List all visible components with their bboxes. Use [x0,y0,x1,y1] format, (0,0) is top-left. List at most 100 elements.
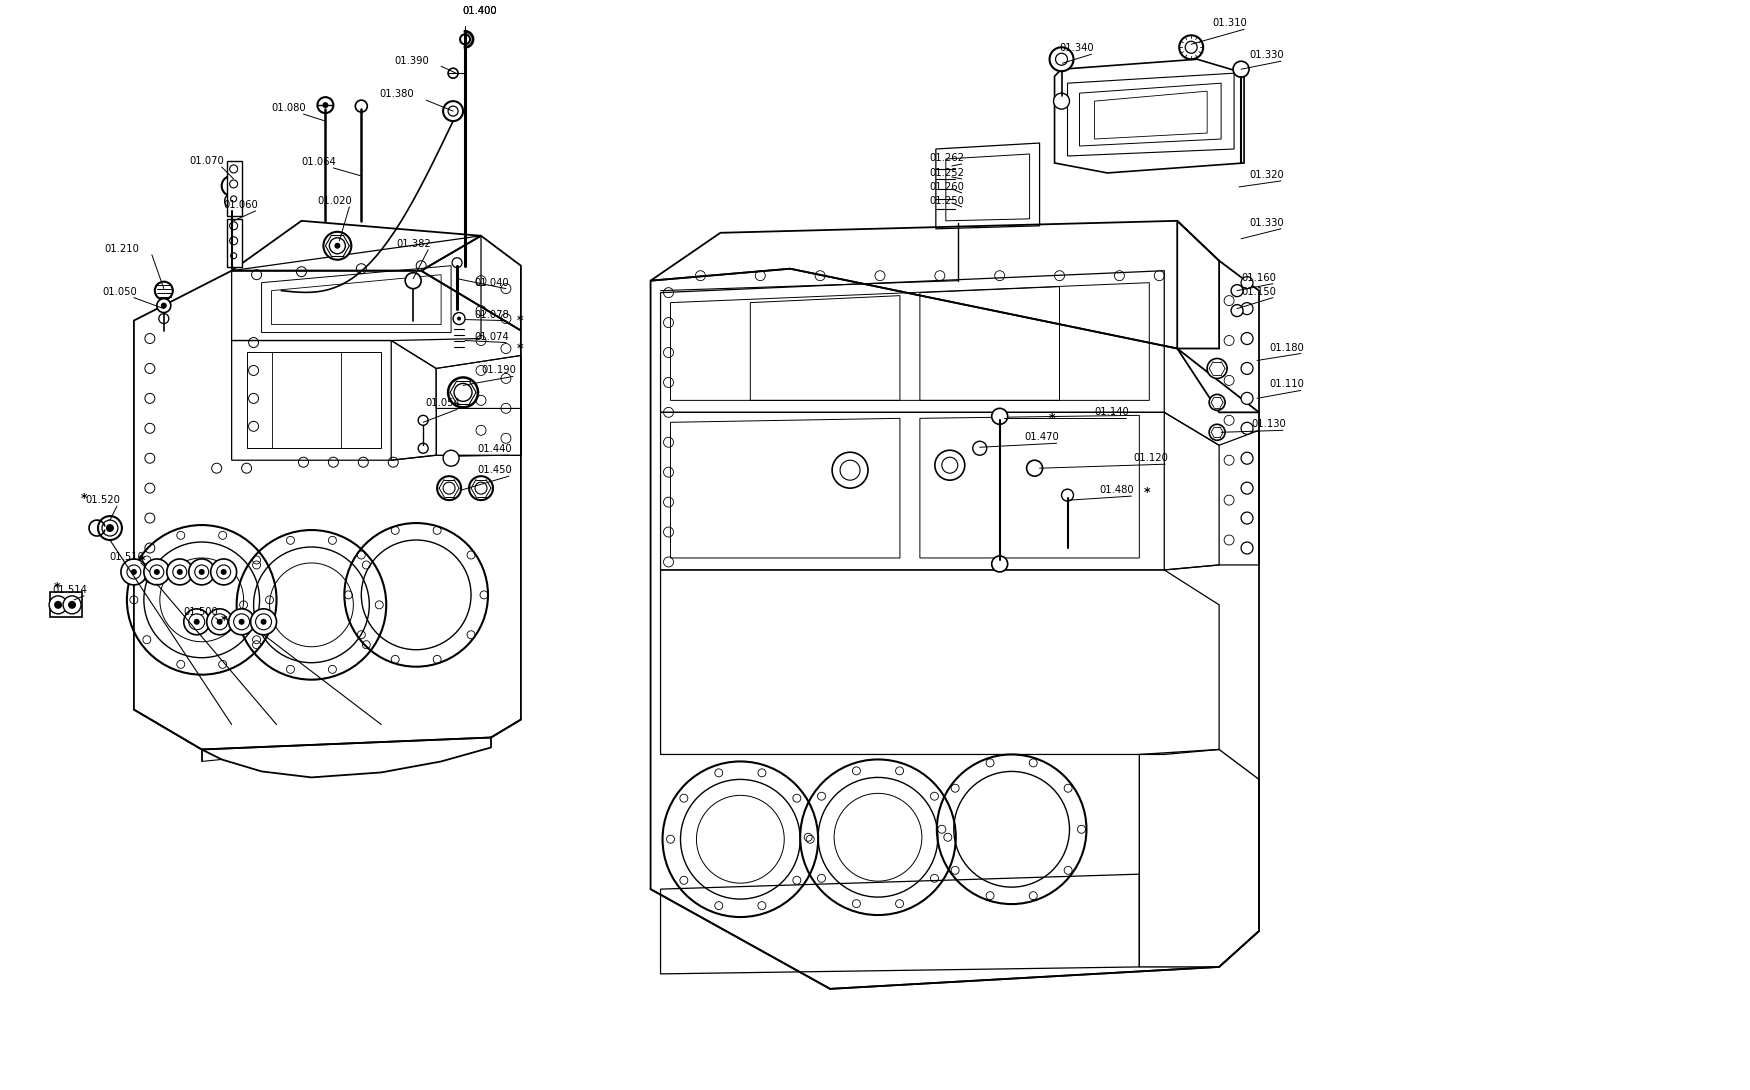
Circle shape [992,409,1008,424]
Circle shape [177,569,182,574]
Circle shape [1209,395,1225,410]
Circle shape [255,614,271,630]
Text: 01.210: 01.210 [103,244,138,254]
Circle shape [159,314,168,324]
Text: *: * [138,555,145,568]
Bar [228,219,242,267]
Text: 01.310: 01.310 [1213,19,1248,28]
Text: 01.320: 01.320 [1250,170,1284,180]
Circle shape [474,482,487,494]
Circle shape [1241,363,1253,375]
Bar [228,161,242,216]
Circle shape [189,559,215,585]
Text: 01.330: 01.330 [1250,218,1284,228]
Circle shape [355,100,367,112]
Text: 01.260: 01.260 [929,182,964,192]
Circle shape [1230,304,1242,316]
Circle shape [194,619,200,625]
Circle shape [443,482,455,494]
Text: 01.020: 01.020 [317,196,352,206]
Circle shape [131,569,136,574]
Text: 01.440: 01.440 [478,445,511,455]
Circle shape [220,569,228,574]
Circle shape [1241,422,1253,434]
Circle shape [1185,41,1197,53]
Circle shape [102,520,117,536]
Text: *: * [220,615,228,628]
Circle shape [49,596,66,614]
Circle shape [406,272,422,289]
Circle shape [154,569,159,574]
Circle shape [154,281,173,300]
Circle shape [158,299,172,313]
Text: *: * [80,492,88,505]
Text: 01.190: 01.190 [481,365,516,375]
Circle shape [1241,332,1253,344]
Text: 01.262: 01.262 [929,153,964,164]
Text: 01.110: 01.110 [1269,379,1304,389]
Circle shape [54,601,61,609]
Circle shape [68,601,75,609]
Text: 01.060: 01.060 [224,199,259,210]
Text: 01.150: 01.150 [1241,287,1276,296]
Circle shape [438,476,460,500]
Circle shape [166,559,192,585]
Circle shape [210,559,236,585]
Circle shape [453,313,466,325]
Circle shape [1208,359,1227,378]
Circle shape [452,257,462,268]
Circle shape [128,565,142,579]
Circle shape [973,441,987,456]
Circle shape [1054,93,1069,109]
Text: 01.390: 01.390 [394,57,429,66]
Circle shape [448,377,478,408]
Text: 01.080: 01.080 [271,104,306,113]
Text: 01.070: 01.070 [189,156,224,166]
Text: 01.074: 01.074 [474,331,509,341]
Text: 01.160: 01.160 [1241,272,1276,282]
Circle shape [234,614,250,630]
Text: 01.480: 01.480 [1099,485,1134,495]
Circle shape [121,559,147,585]
Text: 01.330: 01.330 [1250,50,1284,60]
Circle shape [1234,61,1250,77]
Circle shape [229,237,238,245]
Text: 01.078: 01.078 [474,310,509,319]
Circle shape [1062,489,1073,501]
Text: 01.514: 01.514 [52,585,88,595]
Circle shape [329,238,345,254]
Circle shape [1050,47,1073,71]
Text: *: * [1048,412,1055,425]
Circle shape [229,609,254,634]
Circle shape [150,565,164,579]
Circle shape [144,559,170,585]
Circle shape [194,565,208,579]
Circle shape [200,569,205,574]
Circle shape [1230,284,1242,296]
Circle shape [322,102,329,108]
Circle shape [460,34,471,45]
Circle shape [453,384,472,401]
Circle shape [1241,482,1253,494]
Text: 01.252: 01.252 [929,168,964,178]
Text: 01.400: 01.400 [462,7,497,16]
Circle shape [1241,277,1253,289]
Text: 01.500: 01.500 [184,607,219,617]
Text: 01.054: 01.054 [425,398,460,409]
Circle shape [1241,512,1253,524]
Circle shape [1055,53,1068,65]
Circle shape [992,556,1008,572]
Circle shape [229,222,238,230]
Text: *: * [1144,486,1150,498]
Circle shape [98,516,123,540]
Circle shape [184,609,210,634]
Text: 01.380: 01.380 [380,89,415,99]
Circle shape [222,175,242,196]
Text: 01.130: 01.130 [1251,420,1286,429]
Circle shape [229,165,238,173]
Circle shape [334,243,340,249]
Text: 01.400: 01.400 [462,7,497,16]
Circle shape [161,303,166,308]
Circle shape [324,232,352,259]
Text: *: * [54,581,60,594]
